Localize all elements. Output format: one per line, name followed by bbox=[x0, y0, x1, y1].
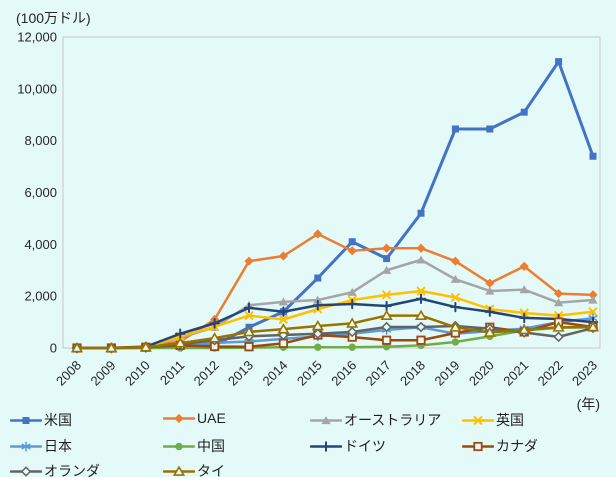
legend-item-japan: 日本 bbox=[10, 436, 72, 456]
legend-swatch-uk bbox=[462, 415, 494, 425]
series-germany bbox=[71, 293, 599, 354]
y-tick-label: 8,000 bbox=[24, 133, 57, 148]
legend-item-canada: カナダ bbox=[462, 436, 538, 456]
x-tick-label: 2018 bbox=[397, 358, 428, 389]
legend-label-china: 中国 bbox=[197, 438, 225, 454]
y-tick-label: 6,000 bbox=[24, 185, 57, 200]
legend-swatch-germany bbox=[310, 440, 342, 452]
x-tick-label: 2017 bbox=[363, 358, 394, 389]
legend-label-germany: ドイツ bbox=[344, 438, 386, 454]
legend-swatch-usa bbox=[10, 416, 42, 424]
x-tick-label: 2012 bbox=[191, 358, 222, 389]
x-tick-label: 2022 bbox=[535, 358, 566, 389]
legend-item-germany: ドイツ bbox=[310, 436, 386, 456]
series-line-uk bbox=[75, 289, 595, 350]
series-usa bbox=[73, 58, 597, 352]
bottom-margin bbox=[0, 477, 616, 484]
legend-swatch-australia bbox=[310, 415, 342, 424]
y-tick-label: 10,000 bbox=[17, 81, 57, 96]
legend-item-usa: 米国 bbox=[10, 410, 72, 430]
legend-label-japan: 日本 bbox=[44, 438, 72, 454]
legend-label-uk: 英国 bbox=[496, 412, 524, 428]
series-markers-usa bbox=[73, 58, 597, 352]
legend-swatch-uae bbox=[163, 413, 195, 423]
y-tick-label: 12,000 bbox=[17, 30, 57, 45]
y-tick-label: 2,000 bbox=[24, 289, 57, 304]
y-axis-tick-labels: 0 2,000 4,000 6,000 8,000 10,000 12,000 bbox=[17, 30, 57, 356]
legend-item-uae: UAE bbox=[163, 410, 226, 426]
x-axis-unit-label: (年) bbox=[576, 396, 600, 412]
x-tick-label: 2010 bbox=[122, 358, 153, 389]
series-markers-thailand bbox=[70, 309, 600, 353]
x-tick-label: 2019 bbox=[431, 358, 462, 389]
legend-label-australia: オーストラリア bbox=[344, 412, 442, 428]
series-line-thailand bbox=[75, 314, 595, 350]
line-chart-svg: 0 2,000 4,000 6,000 8,000 10,000 12,000 2008 200… bbox=[17, 30, 601, 389]
legend-swatch-japan bbox=[10, 440, 42, 451]
x-tick-label: 2023 bbox=[569, 358, 600, 389]
y-axis-unit-label: (100万ドル) bbox=[16, 10, 91, 26]
plot-area-border bbox=[62, 36, 601, 349]
y-tick-label: 4,000 bbox=[24, 237, 57, 252]
x-tick-label: 2008 bbox=[53, 358, 84, 389]
series-thailand bbox=[70, 309, 600, 353]
legend-item-uk: 英国 bbox=[462, 410, 524, 430]
x-tick-label: 2011 bbox=[157, 358, 187, 388]
x-tick-label: 2020 bbox=[466, 358, 497, 389]
x-tick-label: 2015 bbox=[294, 358, 325, 389]
series-line-germany bbox=[75, 297, 595, 350]
y-tick-label: 0 bbox=[50, 341, 57, 356]
legend-label-canada: カナダ bbox=[496, 438, 538, 454]
series-line-china bbox=[75, 326, 595, 350]
x-tick-label: 2009 bbox=[87, 358, 118, 389]
legend-item-australia: オーストラリア bbox=[310, 410, 441, 430]
legend-item-china: 中国 bbox=[163, 436, 225, 456]
legend-swatch-china bbox=[163, 442, 195, 450]
x-tick-label: 2021 bbox=[500, 358, 531, 389]
x-tick-label: 2016 bbox=[328, 358, 359, 389]
legend-label-usa: 米国 bbox=[44, 412, 72, 428]
x-tick-label: 2014 bbox=[259, 358, 290, 389]
x-tick-label: 2013 bbox=[225, 358, 256, 389]
legend-label-uae: UAE bbox=[197, 410, 226, 426]
x-axis-tick-labels: 2008 2009 2010 2011 2012 2013 2014 2015 2016 2017… bbox=[53, 358, 600, 389]
legend-swatch-canada bbox=[462, 441, 494, 451]
